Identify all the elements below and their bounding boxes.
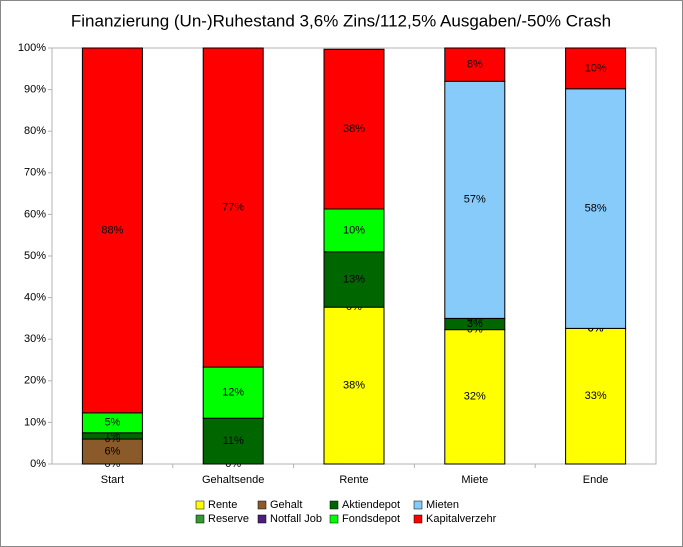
legend-swatch bbox=[413, 500, 423, 510]
x-tick-label: Gehaltsende bbox=[202, 474, 264, 486]
y-tick-label: 0% bbox=[30, 458, 46, 470]
data-label: 13% bbox=[343, 273, 365, 285]
bar-segment bbox=[323, 48, 385, 210]
y-tick-label: 30% bbox=[24, 333, 46, 345]
x-tick-label: Miete bbox=[461, 474, 488, 486]
data-label: 88% bbox=[101, 224, 123, 236]
data-label: 57% bbox=[464, 194, 486, 206]
bar-segment bbox=[444, 80, 506, 319]
bar-segment bbox=[444, 47, 506, 82]
y-tick-label: 100% bbox=[18, 42, 46, 54]
data-label: 77% bbox=[222, 201, 244, 213]
data-label: 10% bbox=[343, 224, 365, 236]
x-tick-label: Ende bbox=[583, 474, 609, 486]
legend-swatch bbox=[257, 500, 267, 510]
bar-segment bbox=[565, 88, 627, 329]
data-label: 38% bbox=[343, 379, 365, 391]
data-label: 5% bbox=[104, 417, 120, 429]
data-label: 10% bbox=[585, 62, 607, 74]
y-tick-label: 60% bbox=[24, 208, 46, 220]
data-label: 58% bbox=[585, 202, 607, 214]
y-tick-label: 70% bbox=[24, 167, 46, 179]
legend-label: Reserve bbox=[208, 513, 249, 525]
chart-title: Finanzierung (Un-)Ruhestand 3,6% Zins/11… bbox=[71, 11, 611, 30]
bar-segment bbox=[202, 47, 264, 368]
data-label: 6% bbox=[104, 445, 120, 457]
data-label: 8% bbox=[467, 59, 483, 71]
x-tick-label: Start bbox=[101, 474, 124, 486]
data-label: 38% bbox=[343, 123, 365, 135]
legend-swatch bbox=[257, 514, 267, 524]
y-tick-label: 10% bbox=[24, 416, 46, 428]
legend-label: Rente bbox=[208, 499, 237, 511]
data-label: 11% bbox=[223, 435, 244, 447]
legend-label: Gehalt bbox=[270, 499, 302, 511]
bar-segment bbox=[323, 306, 385, 465]
bar-segment bbox=[444, 329, 506, 465]
data-label: 33% bbox=[585, 390, 607, 402]
legend-label: Kapitalverzehr bbox=[426, 513, 497, 525]
legend-swatch bbox=[413, 514, 423, 524]
y-tick-label: 90% bbox=[24, 84, 46, 96]
legend-label: Fondsdepot bbox=[342, 513, 400, 525]
legend-label: Aktiendepot bbox=[342, 499, 400, 511]
bar-segment bbox=[565, 47, 627, 90]
bar-segment bbox=[81, 47, 143, 414]
bar-segment bbox=[565, 327, 627, 465]
data-label: 32% bbox=[464, 391, 486, 403]
y-tick-label: 20% bbox=[24, 375, 46, 387]
legend-swatch bbox=[195, 514, 205, 524]
bar-segment bbox=[81, 438, 143, 465]
y-tick-label: 50% bbox=[24, 250, 46, 262]
y-tick-label: 40% bbox=[24, 292, 46, 304]
x-tick-label: Rente bbox=[339, 474, 368, 486]
bar-segment bbox=[323, 251, 385, 308]
y-tick-label: 80% bbox=[24, 125, 46, 137]
legend-swatch bbox=[329, 514, 339, 524]
bar-segment bbox=[202, 417, 264, 465]
bar-segment bbox=[323, 208, 385, 253]
data-label: 12% bbox=[222, 387, 244, 399]
legend-label: Mieten bbox=[426, 499, 459, 511]
data-label: 3% bbox=[467, 318, 483, 330]
legend-swatch bbox=[195, 500, 205, 510]
legend-label: Notfall Job bbox=[270, 513, 322, 525]
legend-swatch bbox=[329, 500, 339, 510]
